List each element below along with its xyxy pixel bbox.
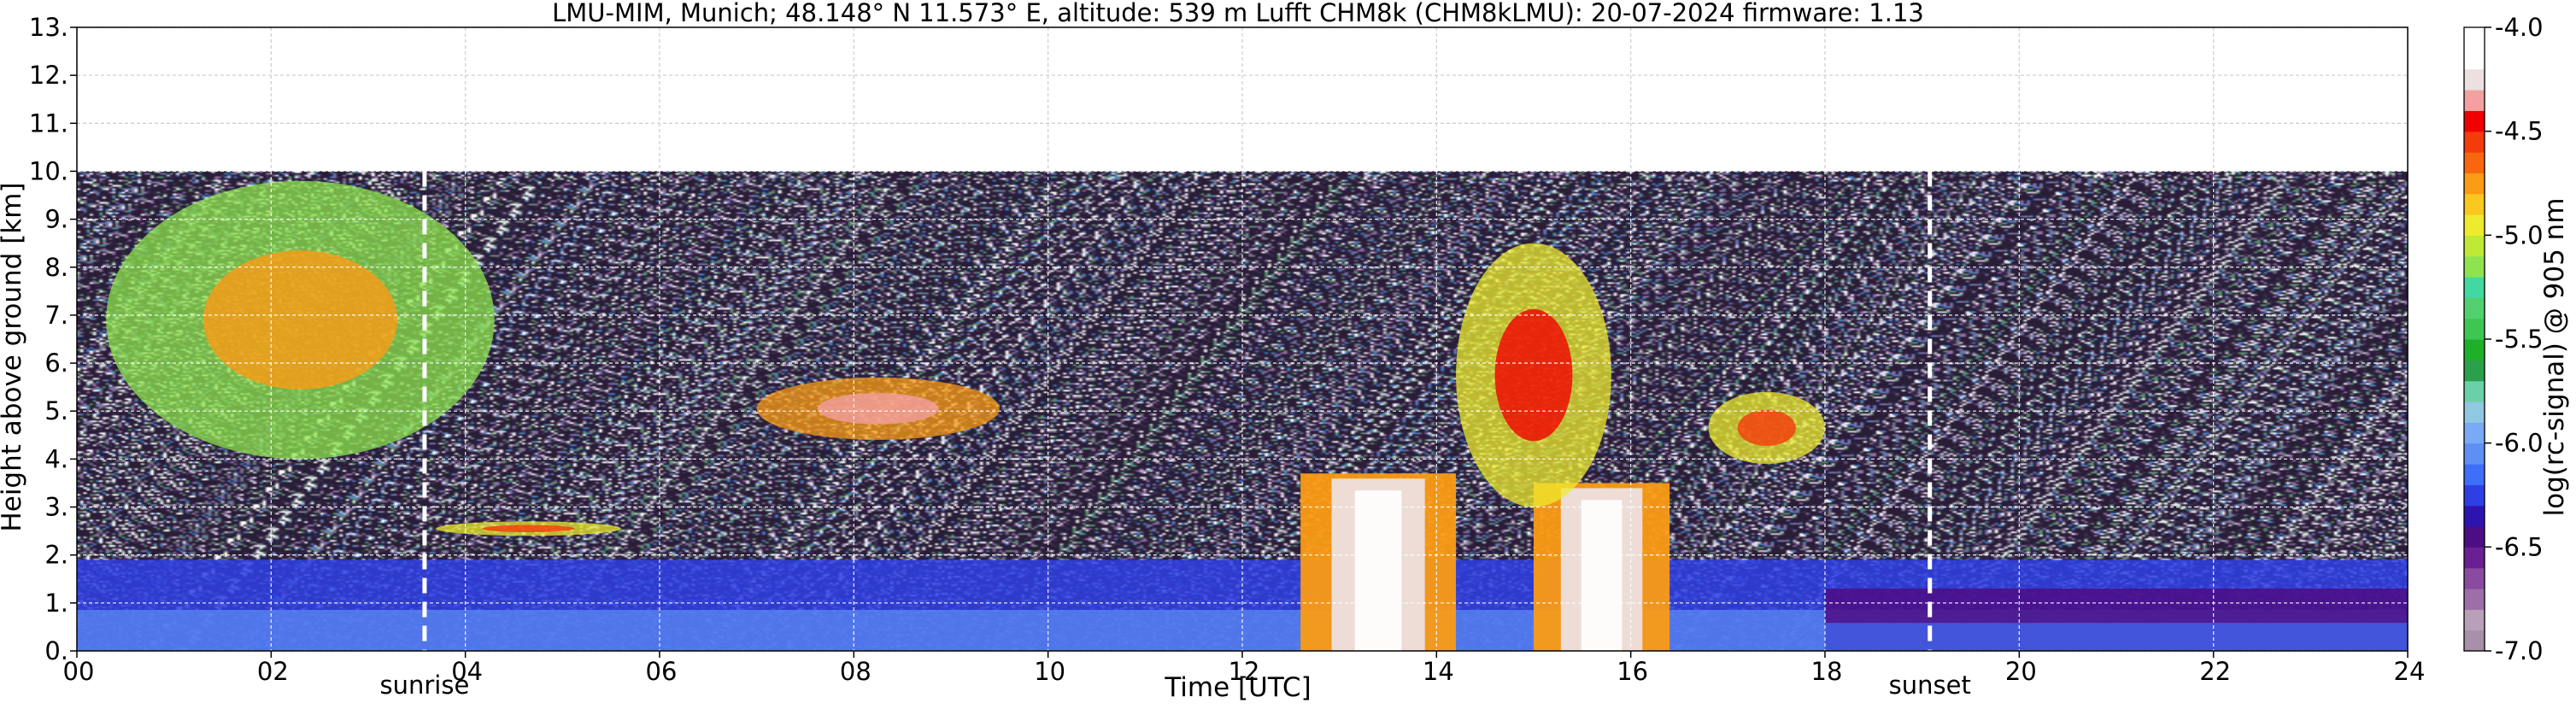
colorbar-swatch bbox=[2464, 589, 2485, 610]
chart-title: LMU-MIM, Munich; 48.148° N 11.573° E, al… bbox=[552, 0, 1924, 27]
colorbar-swatch bbox=[2464, 567, 2485, 589]
feature-8-core bbox=[1825, 623, 2408, 651]
colorbar-swatch bbox=[2464, 630, 2485, 652]
x-tick-label: 24 bbox=[2394, 657, 2426, 686]
x-tick-label: 18 bbox=[1811, 657, 1843, 686]
y-tick-label: 2. bbox=[44, 541, 68, 570]
colorbar-swatch bbox=[2464, 401, 2485, 423]
feature-1-core bbox=[202, 250, 398, 390]
colorbar-swatch bbox=[2464, 110, 2485, 132]
colorbar-tick-label: -7.0 bbox=[2495, 636, 2544, 665]
x-tick-label: 04 bbox=[451, 657, 483, 686]
feature-7-core bbox=[1737, 409, 1796, 446]
colorbar-swatch bbox=[2464, 422, 2485, 444]
x-tick-label: 22 bbox=[2199, 657, 2231, 686]
colorbar-swatch bbox=[2464, 131, 2485, 153]
colorbar-swatch bbox=[2464, 442, 2485, 465]
colorbar-swatch bbox=[2464, 277, 2485, 298]
plot-area: sunrise sunset 00 02 04 06 08 10 12 14 16 18 20 22 24 0… bbox=[29, 13, 2426, 700]
x-tick-label: 14 bbox=[1423, 657, 1454, 686]
colorbar-swatch bbox=[2464, 484, 2485, 507]
x-tick-label: 20 bbox=[2005, 657, 2037, 686]
colorbar-swatch bbox=[2464, 193, 2485, 215]
colorbar-swatch bbox=[2464, 547, 2485, 569]
colorbar-swatch bbox=[2464, 297, 2485, 319]
colorbar-tick-label: -5.0 bbox=[2495, 220, 2544, 249]
colorbar-swatch bbox=[2464, 68, 2485, 91]
y-tick-label: 13. bbox=[29, 13, 68, 42]
feature-2-core bbox=[482, 524, 575, 533]
y-tick-label: 3. bbox=[44, 493, 68, 522]
y-tick-label: 10. bbox=[29, 156, 68, 185]
x-tick-label: 00 bbox=[63, 657, 95, 686]
colorbar-swatch bbox=[2464, 235, 2485, 257]
y-tick-label: 6. bbox=[44, 349, 68, 378]
colorbar-swatch bbox=[2464, 48, 2485, 70]
feature-6-core bbox=[1494, 308, 1573, 442]
colorbar: -4.0 -4.5 -5.0 -5.5 -6.0 -6.5 -7.0 bbox=[2463, 13, 2544, 665]
y-tick-label: 5. bbox=[44, 396, 68, 425]
colorbar-tick-label: -4.5 bbox=[2495, 117, 2544, 146]
y-tick-label: 0. bbox=[44, 636, 68, 665]
x-axis-title: Time [UTC] bbox=[1164, 672, 1311, 703]
colorbar-swatch bbox=[2464, 152, 2485, 173]
feature-5-peak bbox=[1581, 500, 1622, 651]
colorbar-swatch bbox=[2464, 255, 2485, 278]
feature-3-core bbox=[817, 393, 939, 425]
colorbar-title: log(rc-signal) @ 905 nm bbox=[2539, 197, 2570, 516]
x-tick-label: 16 bbox=[1617, 657, 1648, 686]
colorbar-swatch bbox=[2464, 27, 2485, 49]
x-tick-label: 12 bbox=[1229, 657, 1260, 686]
colorbar-tick-label: -5.5 bbox=[2495, 325, 2544, 354]
colorbar-tick-label: -4.0 bbox=[2495, 13, 2544, 42]
colorbar-swatch bbox=[2464, 526, 2485, 548]
colorbar-swatch bbox=[2464, 464, 2485, 485]
colorbar-swatch bbox=[2464, 380, 2485, 402]
colorbar-swatch bbox=[2464, 90, 2485, 111]
x-tick-label: 02 bbox=[257, 657, 289, 686]
y-tick-label: 12. bbox=[29, 61, 68, 90]
y-tick-label: 1. bbox=[44, 589, 68, 618]
y-tick-label: 7. bbox=[44, 301, 68, 330]
colorbar-swatch bbox=[2464, 339, 2485, 360]
x-tick-label: 06 bbox=[646, 657, 678, 686]
annotation-label-sunset: sunset bbox=[1889, 671, 1971, 700]
x-tick-label: 10 bbox=[1034, 657, 1065, 686]
y-tick-label: 9. bbox=[44, 205, 68, 234]
colorbar-swatch bbox=[2464, 360, 2485, 382]
colorbar-swatch bbox=[2464, 318, 2485, 340]
colorbar-swatch bbox=[2464, 173, 2485, 195]
colorbar-tick-label: -6.5 bbox=[2495, 532, 2544, 561]
y-tick-label: 11. bbox=[29, 108, 68, 138]
feature-4-peak bbox=[1354, 490, 1402, 651]
x-tick-label: 08 bbox=[840, 657, 871, 686]
colorbar-swatch bbox=[2464, 214, 2485, 236]
colorbar-swatch bbox=[2464, 609, 2485, 631]
y-tick-label: 8. bbox=[44, 253, 68, 282]
annotation-label-sunrise: sunrise bbox=[380, 671, 470, 700]
y-axis-title: Height above ground [km] bbox=[0, 182, 27, 531]
y-tick-label: 4. bbox=[44, 444, 68, 473]
colorbar-tick-label: -6.0 bbox=[2495, 429, 2544, 458]
colorbar-swatch bbox=[2464, 505, 2485, 527]
